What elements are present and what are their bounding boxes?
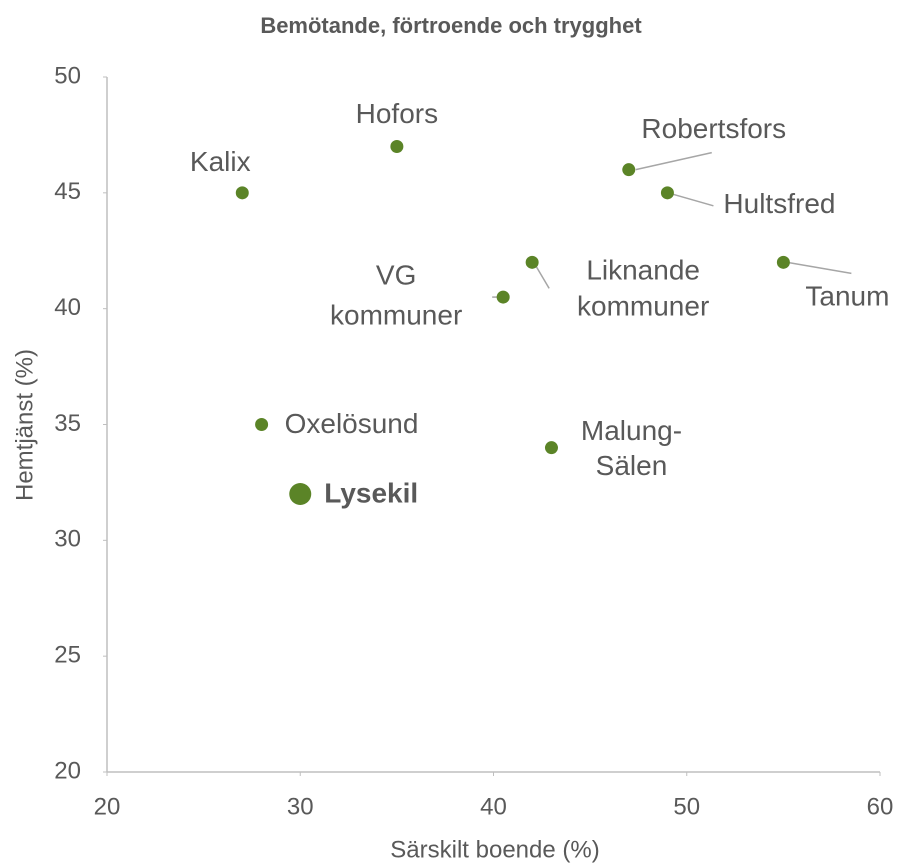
point-label: Liknande	[586, 255, 700, 286]
point	[525, 255, 539, 269]
leader-line	[535, 265, 550, 289]
x-tick-label: 50	[673, 793, 700, 820]
point-label: Hultsfred	[723, 188, 835, 219]
point-label: Tanum	[805, 281, 889, 312]
y-tick-label: 50	[54, 62, 81, 89]
point-label: Lysekil	[324, 477, 418, 508]
x-tick-label: 40	[480, 793, 507, 820]
y-tick-label: 40	[54, 294, 81, 321]
point	[235, 186, 249, 200]
y-tick-label: 25	[54, 642, 81, 669]
y-tick-label: 35	[54, 410, 81, 437]
point-label: Kalix	[190, 146, 251, 177]
x-tick-label: 20	[94, 793, 121, 820]
x-axis-title: Särskilt boende (%)	[390, 836, 599, 863]
point	[776, 255, 790, 269]
x-tick-label: 30	[287, 793, 314, 820]
y-axis-title: Hemtjänst (%)	[11, 349, 38, 501]
point-label: kommuner	[577, 291, 709, 322]
chart-title: Bemötande, förtroende och trygghet	[260, 13, 642, 38]
point	[255, 418, 269, 431]
leader-line	[787, 261, 852, 275]
y-tick-label: 45	[54, 178, 81, 205]
point-label: Robertsfors	[641, 113, 786, 144]
point	[660, 186, 674, 200]
point	[544, 441, 558, 455]
point-label: VG	[376, 259, 416, 290]
y-tick-label: 30	[54, 526, 81, 553]
y-tick-label: 20	[54, 757, 81, 784]
point	[289, 483, 312, 505]
point-label: Oxelösund	[285, 408, 419, 439]
leader-line	[635, 151, 712, 171]
leader-line	[671, 193, 714, 207]
point-label: kommuner	[330, 299, 462, 330]
point	[496, 290, 510, 304]
point	[622, 163, 636, 177]
point-label: Malung-	[581, 415, 682, 446]
point-label: Hofors	[356, 98, 438, 129]
x-tick-label: 60	[867, 793, 894, 820]
point	[390, 140, 404, 153]
point-label: Sälen	[596, 450, 668, 481]
